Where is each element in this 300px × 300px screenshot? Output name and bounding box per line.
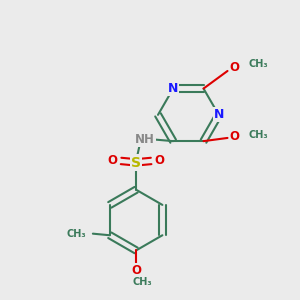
Text: O: O	[108, 154, 118, 167]
Text: CH₃: CH₃	[132, 277, 152, 287]
Text: S: S	[131, 156, 141, 170]
Text: O: O	[154, 154, 164, 167]
Text: N: N	[214, 108, 224, 121]
Text: O: O	[230, 130, 239, 143]
Text: CH₃: CH₃	[248, 130, 268, 140]
Text: NH: NH	[135, 133, 155, 146]
Text: O: O	[131, 264, 141, 277]
Text: N: N	[168, 82, 178, 95]
Text: CH₃: CH₃	[67, 229, 86, 239]
Text: O: O	[230, 61, 239, 74]
Text: CH₃: CH₃	[248, 59, 268, 69]
